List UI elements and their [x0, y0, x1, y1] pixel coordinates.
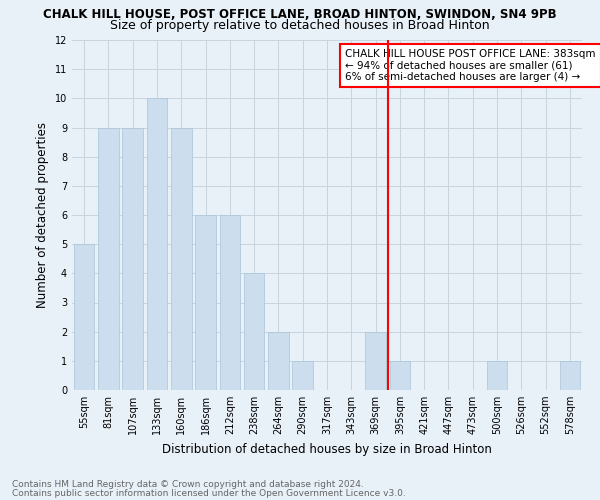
Bar [195, 215, 216, 390]
Bar [389, 361, 410, 390]
Bar [74, 244, 94, 390]
Bar [487, 361, 508, 390]
Bar [171, 128, 191, 390]
Bar [268, 332, 289, 390]
Bar [560, 361, 580, 390]
Text: Contains public sector information licensed under the Open Government Licence v3: Contains public sector information licen… [12, 489, 406, 498]
Bar [98, 128, 119, 390]
Text: CHALK HILL HOUSE, POST OFFICE LANE, BROAD HINTON, SWINDON, SN4 9PB: CHALK HILL HOUSE, POST OFFICE LANE, BROA… [43, 8, 557, 20]
Text: Contains HM Land Registry data © Crown copyright and database right 2024.: Contains HM Land Registry data © Crown c… [12, 480, 364, 489]
Bar [244, 274, 265, 390]
Bar [365, 332, 386, 390]
Bar [220, 215, 240, 390]
Y-axis label: Number of detached properties: Number of detached properties [36, 122, 49, 308]
Bar [122, 128, 143, 390]
Text: Size of property relative to detached houses in Broad Hinton: Size of property relative to detached ho… [110, 19, 490, 32]
Bar [292, 361, 313, 390]
X-axis label: Distribution of detached houses by size in Broad Hinton: Distribution of detached houses by size … [162, 442, 492, 456]
Text: CHALK HILL HOUSE POST OFFICE LANE: 383sqm
← 94% of detached houses are smaller (: CHALK HILL HOUSE POST OFFICE LANE: 383sq… [345, 49, 595, 82]
Bar [146, 98, 167, 390]
